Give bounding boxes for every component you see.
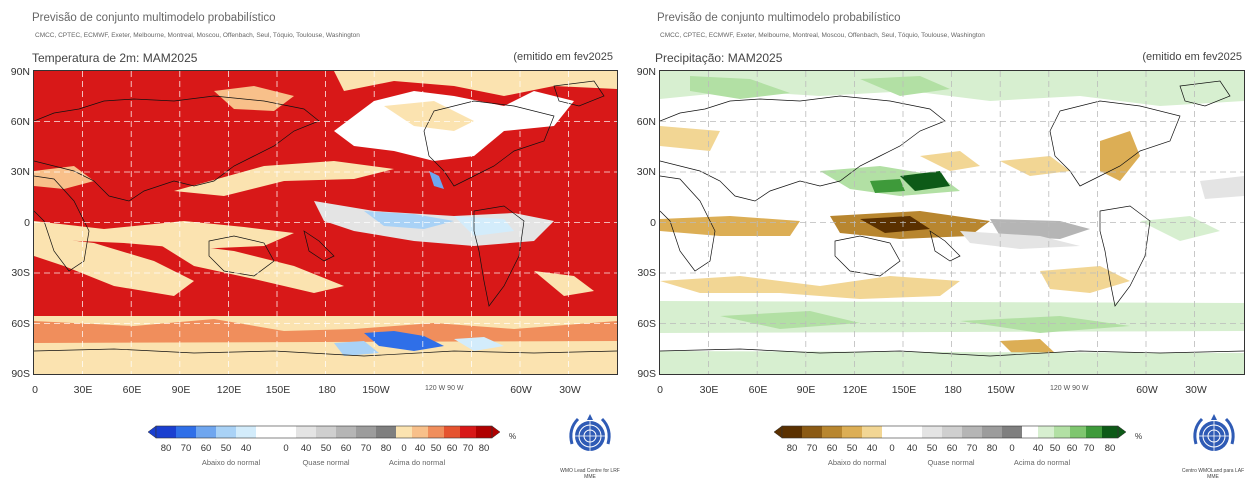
legend-tick: 50	[220, 443, 232, 454]
legend-tick: 40	[1032, 443, 1044, 454]
legend-tick: 70	[360, 443, 372, 454]
legend-colorbar	[773, 425, 1134, 439]
legend-colorbar	[147, 425, 508, 439]
lon-label: 30W	[559, 384, 581, 396]
legend-tick: 60	[1066, 443, 1078, 454]
precipitation-map	[659, 70, 1245, 375]
lon-label: 30W	[1185, 384, 1207, 396]
category-near: Quase normal	[302, 458, 350, 467]
lon-label: 30E	[699, 384, 719, 396]
lat-label: 0	[650, 217, 656, 229]
lat-label: 30S	[11, 267, 30, 279]
precipitation-panel: Previsão de conjunto multimodelo probabi…	[625, 0, 1250, 500]
forecast-title: Temperatura de 2m: MAM2025	[32, 51, 198, 65]
category-above: Acima do normal	[388, 458, 446, 467]
lon-label: 150W	[362, 384, 390, 396]
legend-tick: 60	[946, 443, 958, 454]
legend-tick: 0	[283, 443, 289, 454]
lat-label: 30S	[637, 267, 656, 279]
legend-tick: 40	[866, 443, 878, 454]
lon-label: 90E	[171, 384, 191, 396]
legend-tick: 60	[446, 443, 458, 454]
lon-label: 150E	[265, 384, 291, 396]
legend-unit: %	[509, 432, 517, 441]
category-above: Acima do normal	[1013, 458, 1071, 467]
legend-tick: 60	[340, 443, 352, 454]
legend-tick: 80	[786, 443, 798, 454]
lon-label: 120E	[842, 384, 868, 396]
legend-tick: 50	[430, 443, 442, 454]
lon-label: 120E	[216, 384, 242, 396]
lon-label: 60E	[748, 384, 768, 396]
lon-label: 60W	[1136, 384, 1158, 396]
lat-label: 60N	[10, 116, 30, 128]
lon-inset-label: 120 W 90 W	[1050, 385, 1089, 392]
legend-tick: 80	[478, 443, 490, 454]
lat-label: 90N	[636, 66, 656, 78]
legend-tick: 80	[986, 443, 998, 454]
legend-tick: 50	[926, 443, 938, 454]
centers-list: CMCC, CPTEC, ECMWF, Exeter, Melbourne, M…	[660, 32, 985, 39]
suptitle: Previsão de conjunto multimodelo probabi…	[32, 12, 276, 24]
lat-label: 60N	[636, 116, 656, 128]
temperature-panel: Previsão de conjunto multimodelo probabi…	[10, 12, 620, 480]
legend-tick: 80	[380, 443, 392, 454]
lon-label: 150E	[891, 384, 917, 396]
lon-label: 0	[657, 384, 663, 396]
wmo-logo-icon	[566, 414, 614, 464]
lon-label: 150W	[987, 384, 1015, 396]
lat-label: 30N	[636, 166, 656, 178]
category-below: Abaixo do normal	[201, 458, 261, 467]
lon-label: 90E	[796, 384, 816, 396]
lat-label: 90S	[11, 368, 30, 380]
forecast-title: Precipitação: MAM2025	[655, 51, 783, 65]
logo-caption: Centro WMOLand para LAF MME	[1181, 468, 1245, 480]
suptitle: Previsão de conjunto multimodelo probabi…	[657, 12, 901, 24]
issued-label: (emitido em fev2025	[513, 51, 613, 63]
legend-tick: 50	[320, 443, 332, 454]
legend-tick: 80	[1104, 443, 1116, 454]
legend-tick: 40	[300, 443, 312, 454]
lat-label: 60S	[637, 318, 656, 330]
legend-tick: 70	[806, 443, 818, 454]
legend-tick: 60	[200, 443, 212, 454]
legend-tick: 60	[826, 443, 838, 454]
lat-label: 90S	[637, 368, 656, 380]
legend-tick: 80	[160, 443, 172, 454]
legend-tick: 40	[240, 443, 252, 454]
lat-label: 30N	[10, 166, 30, 178]
legend-tick: 70	[462, 443, 474, 454]
wmo-logo-icon	[1190, 414, 1238, 464]
category-below: Abaixo do normal	[827, 458, 887, 467]
legend-unit: %	[1135, 432, 1143, 441]
legend-tick: 50	[1049, 443, 1061, 454]
lon-label: 60E	[122, 384, 142, 396]
lon-label: 180	[944, 384, 962, 396]
lon-label: 60W	[510, 384, 532, 396]
lon-label: 180	[318, 384, 336, 396]
legend-tick: 70	[966, 443, 978, 454]
legend-tick: 70	[180, 443, 192, 454]
lon-label: 0	[32, 384, 38, 396]
centers-list: CMCC, CPTEC, ECMWF, Exeter, Melbourne, M…	[35, 32, 360, 39]
legend-tick: 40	[414, 443, 426, 454]
legend-tick: 70	[1083, 443, 1095, 454]
legend-tick: 40	[906, 443, 918, 454]
lat-label: 90N	[10, 66, 30, 78]
lon-inset-label: 120 W 90 W	[425, 385, 464, 392]
legend-tick: 50	[846, 443, 858, 454]
legend-tick: 0	[889, 443, 895, 454]
lon-label: 30E	[73, 384, 93, 396]
issued-label: (emitido em fev2025	[1142, 51, 1242, 63]
legend-tick: 0	[1009, 443, 1015, 454]
logo-caption: WMO Lead Centre for LRF MME	[560, 468, 620, 480]
lat-label: 0	[24, 217, 30, 229]
temperature-map	[33, 70, 618, 375]
legend-tick: 0	[401, 443, 407, 454]
lat-label: 60S	[11, 318, 30, 330]
category-near: Quase normal	[927, 458, 975, 467]
